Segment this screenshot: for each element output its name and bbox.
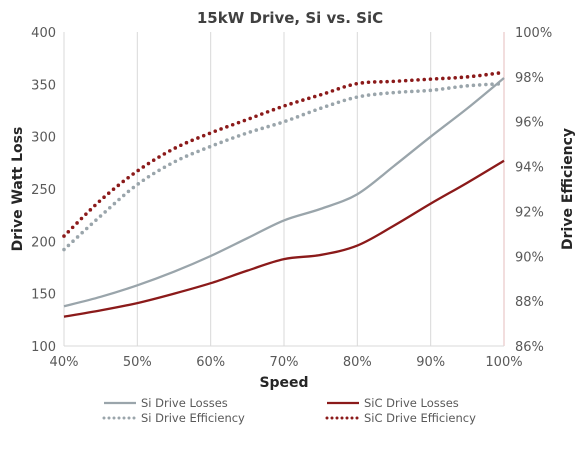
y-tick-label: 350 [31,78,56,93]
series-line-sic-losses [63,159,505,318]
tick-layer: 100 150 200 250 300 350 400 86% 88% 90% 92% 94% 96% 9… [31,26,552,370]
legend-label-sic-losses: SiC Drive Losses [364,396,459,410]
legend-label-sic-efficiency: SiC Drive Efficiency [364,411,476,425]
legend: Si Drive Losses Si Drive Efficiency SiC … [102,396,476,425]
y-axis-title: Drive Watt Loss [10,127,26,252]
y-tick-label: 100 [31,340,56,355]
y2-axis-title: Drive Efficiency [560,128,576,250]
y2-tick-label: 94% [515,161,544,176]
x-tick-label: 40% [50,355,79,370]
legend-item-si-efficiency[interactable]: Si Drive Efficiency [102,411,245,425]
y-tick-label: 400 [31,26,56,41]
y2-tick-label: 90% [515,250,544,265]
y2-tick-label: 100% [515,26,552,41]
series-line-si-efficiency [62,81,506,252]
legend-item-si-losses[interactable]: Si Drive Losses [104,396,228,410]
y-tick-label: 150 [31,288,56,303]
series-line-sic-efficiency [62,70,506,238]
x-tick-label: 50% [123,355,152,370]
chart-title: 15kW Drive, Si vs. SiC [197,9,383,27]
legend-label-si-losses: Si Drive Losses [141,396,228,410]
y-tick-label: 250 [31,183,56,198]
legend-label-si-efficiency: Si Drive Efficiency [141,411,245,425]
y2-tick-label: 86% [515,340,544,355]
y2-tick-label: 88% [515,295,544,310]
x-tick-label: 60% [196,355,225,370]
y2-tick-label: 96% [515,116,544,131]
x-axis-title: Speed [259,375,308,391]
y-tick-label: 200 [31,235,56,250]
y-tick-label: 300 [31,131,56,146]
series-line-si-losses [63,77,505,308]
y2-tick-label: 92% [515,205,544,220]
x-tick-label: 70% [270,355,299,370]
x-tick-label: 80% [343,355,372,370]
y2-tick-label: 98% [515,71,544,86]
x-tick-label: 90% [416,355,445,370]
series-layer [62,70,506,318]
legend-item-sic-losses[interactable]: SiC Drive Losses [327,396,459,410]
x-tick-label: 100% [485,355,522,370]
legend-item-sic-efficiency[interactable]: SiC Drive Efficiency [325,411,476,425]
